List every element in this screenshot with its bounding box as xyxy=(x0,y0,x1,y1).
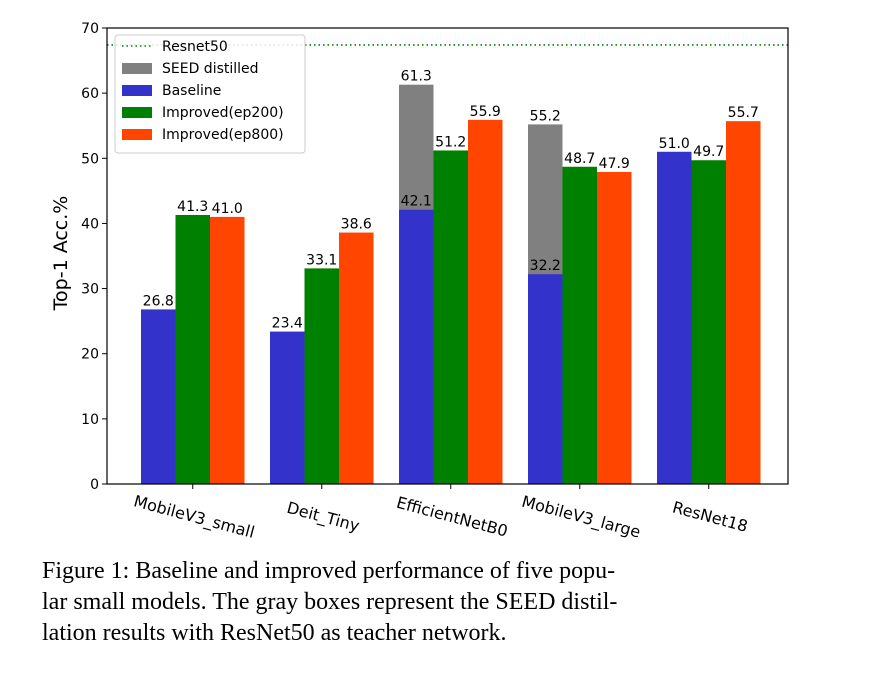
plot-frame xyxy=(106,27,789,485)
x-axis: MobileV3_small Deit_Tiny EfficientNetB0 Mob… xyxy=(131,484,750,543)
y-tick-label-2: 20 xyxy=(81,347,99,363)
value-label-seed-2: 61.3 xyxy=(401,69,432,85)
legend-label-4: Improved(ep800) xyxy=(162,127,284,143)
value-label-improved-ep200-1: 33.1 xyxy=(306,252,337,268)
y-axis-label: Top-1 Acc.% xyxy=(50,196,72,312)
bar-improved-ep800-3 xyxy=(597,171,632,485)
y-tick-label-3: 30 xyxy=(81,282,99,298)
bar-baseline-1 xyxy=(270,331,305,484)
value-label-baseline-2: 42.1 xyxy=(401,194,432,210)
value-label-improved-ep800-2: 55.9 xyxy=(470,104,501,120)
value-label-improved-ep800-4: 55.7 xyxy=(728,105,759,121)
value-label-improved-ep800-0: 41.0 xyxy=(212,201,243,217)
legend-swatch-4 xyxy=(122,129,152,140)
x-tick-label-3: MobileV3_large xyxy=(519,492,642,543)
legend-label-3: Improved(ep200) xyxy=(162,105,284,121)
figure-caption: Figure 1: Baseline and improved performa… xyxy=(42,558,618,646)
x-tick-label-1: Deit_Tiny xyxy=(285,498,362,537)
legend-label-0: Resnet50 xyxy=(162,39,228,55)
value-label-baseline-3: 32.2 xyxy=(530,258,561,274)
bar-improved-ep200-1 xyxy=(304,268,339,484)
x-tick-label-0: MobileV3_small xyxy=(131,491,256,542)
bar-improved-ep200-4 xyxy=(691,160,726,485)
legend-label-2: Baseline xyxy=(162,83,221,99)
bar-improved-ep200-0 xyxy=(175,214,210,484)
bar-improved-ep800-2 xyxy=(468,119,503,484)
y-tick-label-5: 50 xyxy=(81,151,99,167)
value-label-improved-ep200-4: 49.7 xyxy=(693,144,724,160)
y-tick-label-0: 0 xyxy=(90,477,99,493)
value-label-improved-ep800-1: 38.6 xyxy=(341,217,372,233)
bar-improved-ep200-2 xyxy=(433,150,468,484)
legend-swatch-1 xyxy=(122,63,152,74)
legend-swatch-3 xyxy=(122,107,152,118)
bar-baseline-4 xyxy=(657,151,692,484)
y-tick-label-4: 40 xyxy=(81,216,99,232)
value-label-baseline-1: 23.4 xyxy=(272,316,303,332)
y-tick-label-1: 10 xyxy=(81,412,99,428)
y-tick-label-6: 60 xyxy=(81,86,99,102)
bar-baseline-0 xyxy=(141,309,176,484)
value-label-improved-ep200-3: 48.7 xyxy=(564,151,595,167)
value-label-baseline-4: 51.0 xyxy=(659,136,690,152)
bars-layer xyxy=(141,84,761,485)
legend-label-1: SEED distilled xyxy=(162,61,259,77)
bar-improved-ep800-1 xyxy=(339,232,374,484)
bar-baseline-2 xyxy=(399,209,434,484)
x-tick-label-2: EfficientNetB0 xyxy=(394,493,509,541)
legend: Resnet50 SEED distilled Baseline Improved(e… xyxy=(114,34,306,154)
y-tick-label-7: 70 xyxy=(81,21,99,37)
value-label-improved-ep200-0: 41.3 xyxy=(177,199,208,215)
x-tick-label-4: ResNet18 xyxy=(671,498,750,536)
bar-chart: 0 10 20 30 40 50 60 70 MobileV3_small Deit_Tiny E… xyxy=(50,21,789,543)
y-axis: 0 10 20 30 40 50 60 70 xyxy=(81,21,107,493)
value-label-seed-3: 55.2 xyxy=(530,108,561,124)
bar-improved-ep800-0 xyxy=(210,216,245,484)
value-label-baseline-0: 26.8 xyxy=(143,293,174,309)
bar-improved-ep800-4 xyxy=(726,121,761,484)
bar-baseline-3 xyxy=(528,274,563,484)
value-label-improved-ep200-2: 51.2 xyxy=(435,134,466,150)
value-label-improved-ep800-3: 47.9 xyxy=(599,156,630,172)
legend-swatch-2 xyxy=(122,85,152,96)
data-labels-layer: 26.8 41.3 41.0 23.4 33.1 38.6 61.3 42.1 51.255.9… xyxy=(143,69,759,332)
bar-improved-ep200-3 xyxy=(562,166,597,485)
legend-box xyxy=(114,34,306,154)
